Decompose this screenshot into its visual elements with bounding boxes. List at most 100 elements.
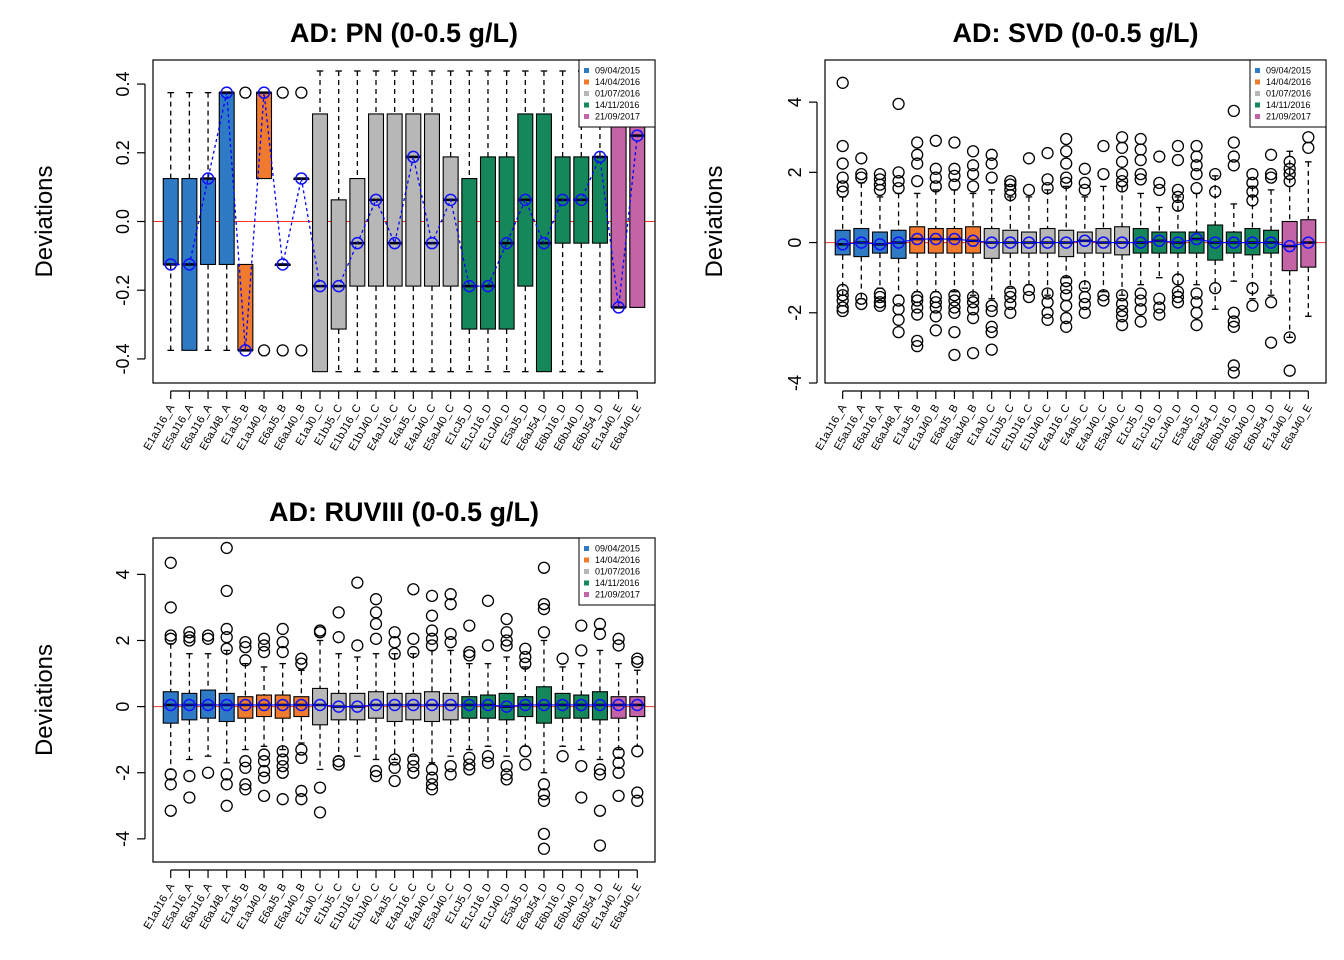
box-E6bJ40_D [573,619,590,804]
outlier-point [537,827,551,841]
outlier-point [239,654,252,667]
outlier-point [873,296,887,309]
outlier-point [1171,183,1185,197]
outlier-point [1097,139,1110,153]
median-point [201,698,215,712]
outlier-point [1134,303,1147,316]
box-E5aJ40_C [442,588,459,781]
box-E1cJ16_D [479,70,496,373]
outlier-point [1078,297,1091,311]
outlier-point [1246,167,1259,181]
box-E1aJ16_A [162,91,179,352]
median-point [239,698,252,712]
outlier-point [519,642,532,655]
outlier-point [257,632,271,645]
outlier-point [985,325,998,339]
outlier-point [966,159,980,172]
outlier-point [1022,183,1036,197]
outlier-point [985,157,998,170]
outlier-point [929,324,942,337]
outlier-point [966,347,980,360]
median-point [1302,236,1315,249]
chart-title: AD: SVD (0-0.5 g/L) [952,18,1198,48]
outlier-point [1134,143,1147,156]
y-tick-label: 0.4 [113,72,133,97]
box-E5aJ16_A [181,91,198,351]
outlier-point [1060,289,1073,302]
outlier-point [855,292,868,305]
outlier-point [164,632,177,645]
box-body [479,156,496,330]
median-trend-line [170,704,638,708]
outlier-point [836,139,849,153]
outlier-point [1227,150,1240,163]
median-point [183,698,196,712]
outlier-point [612,789,625,803]
chart-title: AD: RUVIII (0-0.5 g/L) [269,497,539,527]
outlier-point [183,791,196,804]
outlier-point [1209,282,1222,295]
legend-swatch [584,592,589,597]
outlier-point [257,639,271,652]
outlier-point [892,325,905,339]
median-point [276,258,289,271]
median-point [1246,236,1259,249]
median-point [463,279,476,293]
outlier-point [425,763,439,776]
outlier-point [537,597,551,611]
outlier-point [911,294,924,307]
box-body [442,156,459,287]
median-point [500,236,513,250]
outlier-point [220,584,233,598]
outlier-point [911,308,924,321]
outlier-point [966,303,980,316]
outlier-point [295,344,308,357]
outlier-point [1153,292,1166,305]
median-point [164,698,177,712]
outlier-point [1227,315,1240,328]
outlier-point [1302,141,1315,154]
outlier-point [892,313,905,326]
legend-swatch [1255,79,1260,85]
box-E6aJ48_A [218,91,235,352]
outlier-point [183,631,196,644]
outlier-point [1227,320,1240,333]
y-tick-label: -2 [785,305,805,321]
median-point [257,698,271,712]
outlier-point [1060,282,1073,295]
outlier-point [911,301,924,314]
outlier-point [873,287,887,300]
box-E1bJ40_C [367,70,385,373]
outlier-point [1227,136,1240,149]
median-point [948,232,961,246]
outlier-point [257,771,271,784]
box-E6aJ40_B [965,145,982,360]
outlier-point [911,174,924,188]
median-point [1264,236,1278,249]
outlier-point [220,778,233,791]
outlier-point [929,310,942,323]
outlier-point [985,148,998,161]
outlier-point [295,86,308,99]
median-point [276,698,289,712]
outlier-point [929,162,942,175]
box-E5aJ16_A [181,626,198,804]
box-body [386,113,403,287]
outlier-point [1115,304,1129,318]
outlier-point [425,624,439,637]
legend-label: 14/11/2016 [595,100,639,110]
outlier-point [444,635,457,649]
outlier-point [1190,181,1203,195]
outlier-point [631,745,644,758]
box-E4aJ40_C [1095,139,1112,307]
legend-label: 14/04/2016 [595,77,640,87]
outlier-point [537,794,551,807]
outlier-point [966,311,980,325]
median-point [351,236,364,250]
outlier-point [1115,310,1129,323]
outlier-point [351,576,364,589]
legend-label: 09/04/2015 [595,66,640,76]
outlier-point [425,632,439,645]
outlier-point [1283,174,1296,188]
